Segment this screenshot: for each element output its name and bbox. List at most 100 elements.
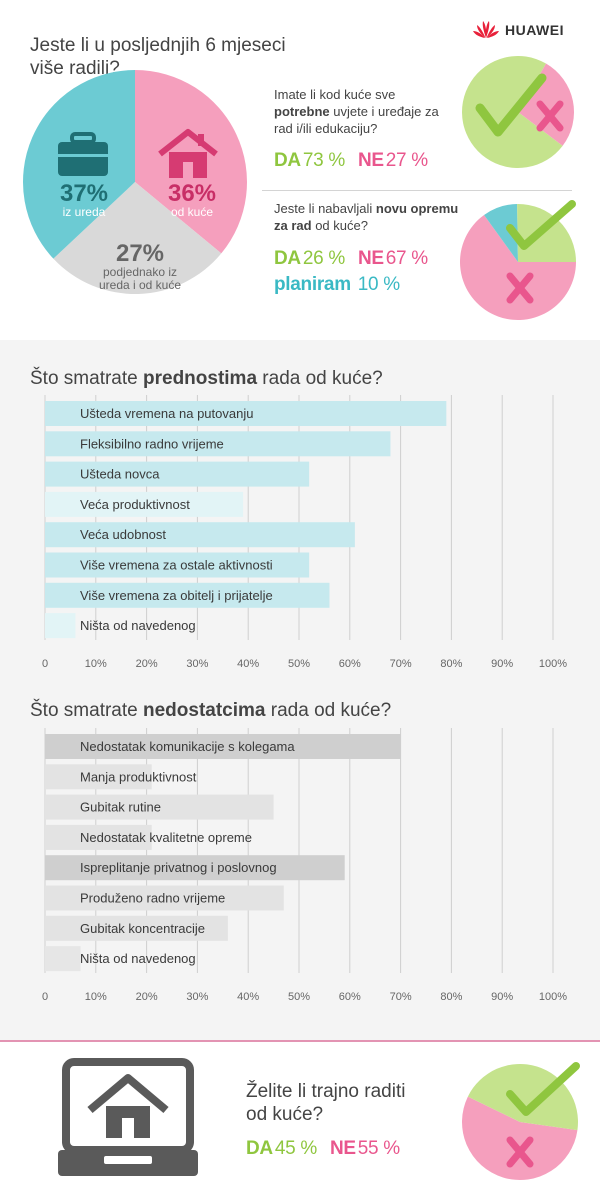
bar-label: Ispreplitanje privatnog i poslovnog [80,860,277,875]
pie-slice-both [53,182,222,294]
bar-label: Ušteda novca [80,467,160,482]
q1-slice-both: 27% podjednako iz ureda i od kuće [80,242,200,292]
benefits-title: Što smatrate prednostima rada od kuće? [30,368,383,389]
office-label: iz ureda [62,205,106,219]
bar [45,431,391,457]
q1-slice-office: 37% iz ureda [40,182,128,219]
q1-title: Jeste li u posljednjih 6 mjeseci više ra… [30,35,286,79]
bar-label: Manja produktivnost [80,769,197,784]
q3-answers: DA 26 % NE 67 % [274,248,428,270]
tick-label: 10% [85,658,107,670]
bar [45,522,355,548]
briefcase-icon [58,132,108,176]
q4-yes-label: DA [246,1138,273,1159]
office-percent: 37% [59,180,109,207]
pie-slice-yes [467,1064,578,1131]
laptop-house-icon [58,1058,198,1176]
q4-no-label: NE [329,1138,356,1159]
bar [45,764,152,790]
divider [262,190,572,191]
drawbacks-bar-chart: 0 10% 20% 30% 40% 50% 60% 70% 80% 90% 100% Nedostat… [42,728,567,1003]
tick-label: 20% [136,991,158,1003]
tick-label: 30% [186,658,208,670]
both-percent: 27% [115,240,165,267]
q3-pie-chart [460,200,576,320]
bar [45,734,401,759]
brand-name: HUAWEI [505,22,564,38]
q3-no-label: NE [357,248,384,269]
q2-no-value: 27 % [385,150,428,171]
bar-label: Ništa od navedenog [80,618,196,633]
bar [45,401,447,426]
tick-label: 50% [288,658,310,670]
tick-label: 60% [339,991,361,1003]
tick-label: 80% [440,991,462,1003]
bar-label: Veća udobnost [80,527,166,542]
tick-label: 70% [390,991,412,1003]
tick-label: 100% [539,991,567,1003]
cross-icon [506,1136,534,1168]
tick-label: 40% [237,991,259,1003]
tick-label: 10% [85,991,107,1003]
bar-label: Veća produktivnost [80,497,190,512]
check-icon [506,1062,580,1116]
q3-plan-value: 10 % [357,274,400,295]
q4-no-value: 55 % [357,1138,400,1159]
bar [45,855,345,881]
bar [45,582,330,608]
q2-pie-chart [462,56,574,169]
tick-label: 100% [539,658,567,670]
q4-question: Želite li trajno raditi od kuće? [246,1081,406,1125]
tick-label: 20% [136,658,158,670]
bar [45,794,274,820]
tick-label: 50% [288,991,310,1003]
pie-slice-yes [517,204,576,262]
q3-yes-label: DA [274,248,301,269]
q2-question: Imate li kod kuće sve potrebne uvjete i … [274,87,439,136]
pie-slice-plan [484,204,518,262]
bar [45,491,244,517]
tick-label: 0 [42,658,48,670]
q3-question: Jeste li nabavljali novu opremu za rad o… [274,201,459,233]
bar-label: Više vremena za ostale aktivnosti [80,558,273,573]
cross-icon [506,272,534,304]
tick-label: 90% [491,991,513,1003]
both-label-1: podjednako iz [102,265,178,279]
home-percent: 36% [167,180,217,207]
bar-label: Gubitak koncentracije [80,921,205,936]
check-icon [475,73,547,137]
tick-label: 0 [42,991,48,1003]
tick-label: 60% [339,658,361,670]
q1-pie-chart [23,70,247,294]
bar [45,885,284,911]
tick-label: 40% [237,658,259,670]
bar-label: Ništa od navedenog [80,951,196,966]
bar-label: Produženo radno vrijeme [80,891,225,906]
benefits-bar-chart: 0 10% 20% 30% 40% 50% 60% 70% 80% 90% 100% Ušteda v… [42,395,567,670]
home-label: od kuće [170,205,214,219]
q3-yes-value: 26 % [302,248,345,269]
q2-yes-label: DA [274,150,301,171]
tick-label: 30% [186,991,208,1003]
cross-icon [536,100,564,132]
bar-label: Nedostatak komunikacije s kolegama [80,739,295,754]
bar-label: Fleksibilno radno vrijeme [80,436,224,451]
huawei-flower-icon [473,21,499,38]
q3-plan-label: planiram [274,274,351,295]
both-label-2: ureda i od kuće [98,278,182,292]
drawbacks-title: Što smatrate nedostatcima rada od kuće? [30,700,392,721]
tick-label: 90% [491,658,513,670]
q2-yes-value: 73 % [302,150,345,171]
pie-slice-no [462,1096,578,1180]
bar [45,946,81,972]
check-icon [506,200,576,250]
bar [45,915,228,941]
q4-pie-chart [462,1062,580,1180]
bar [45,613,76,639]
q4-answers: DA 45 % NE 55 % [246,1138,400,1160]
bar-label: Nedostatak kvalitetne opreme [80,830,252,845]
bar [45,552,310,578]
tick-label: 80% [440,658,462,670]
huawei-logo: HUAWEI [472,20,564,40]
bar-label: Više vremena za obitelj i prijatelje [80,588,273,603]
